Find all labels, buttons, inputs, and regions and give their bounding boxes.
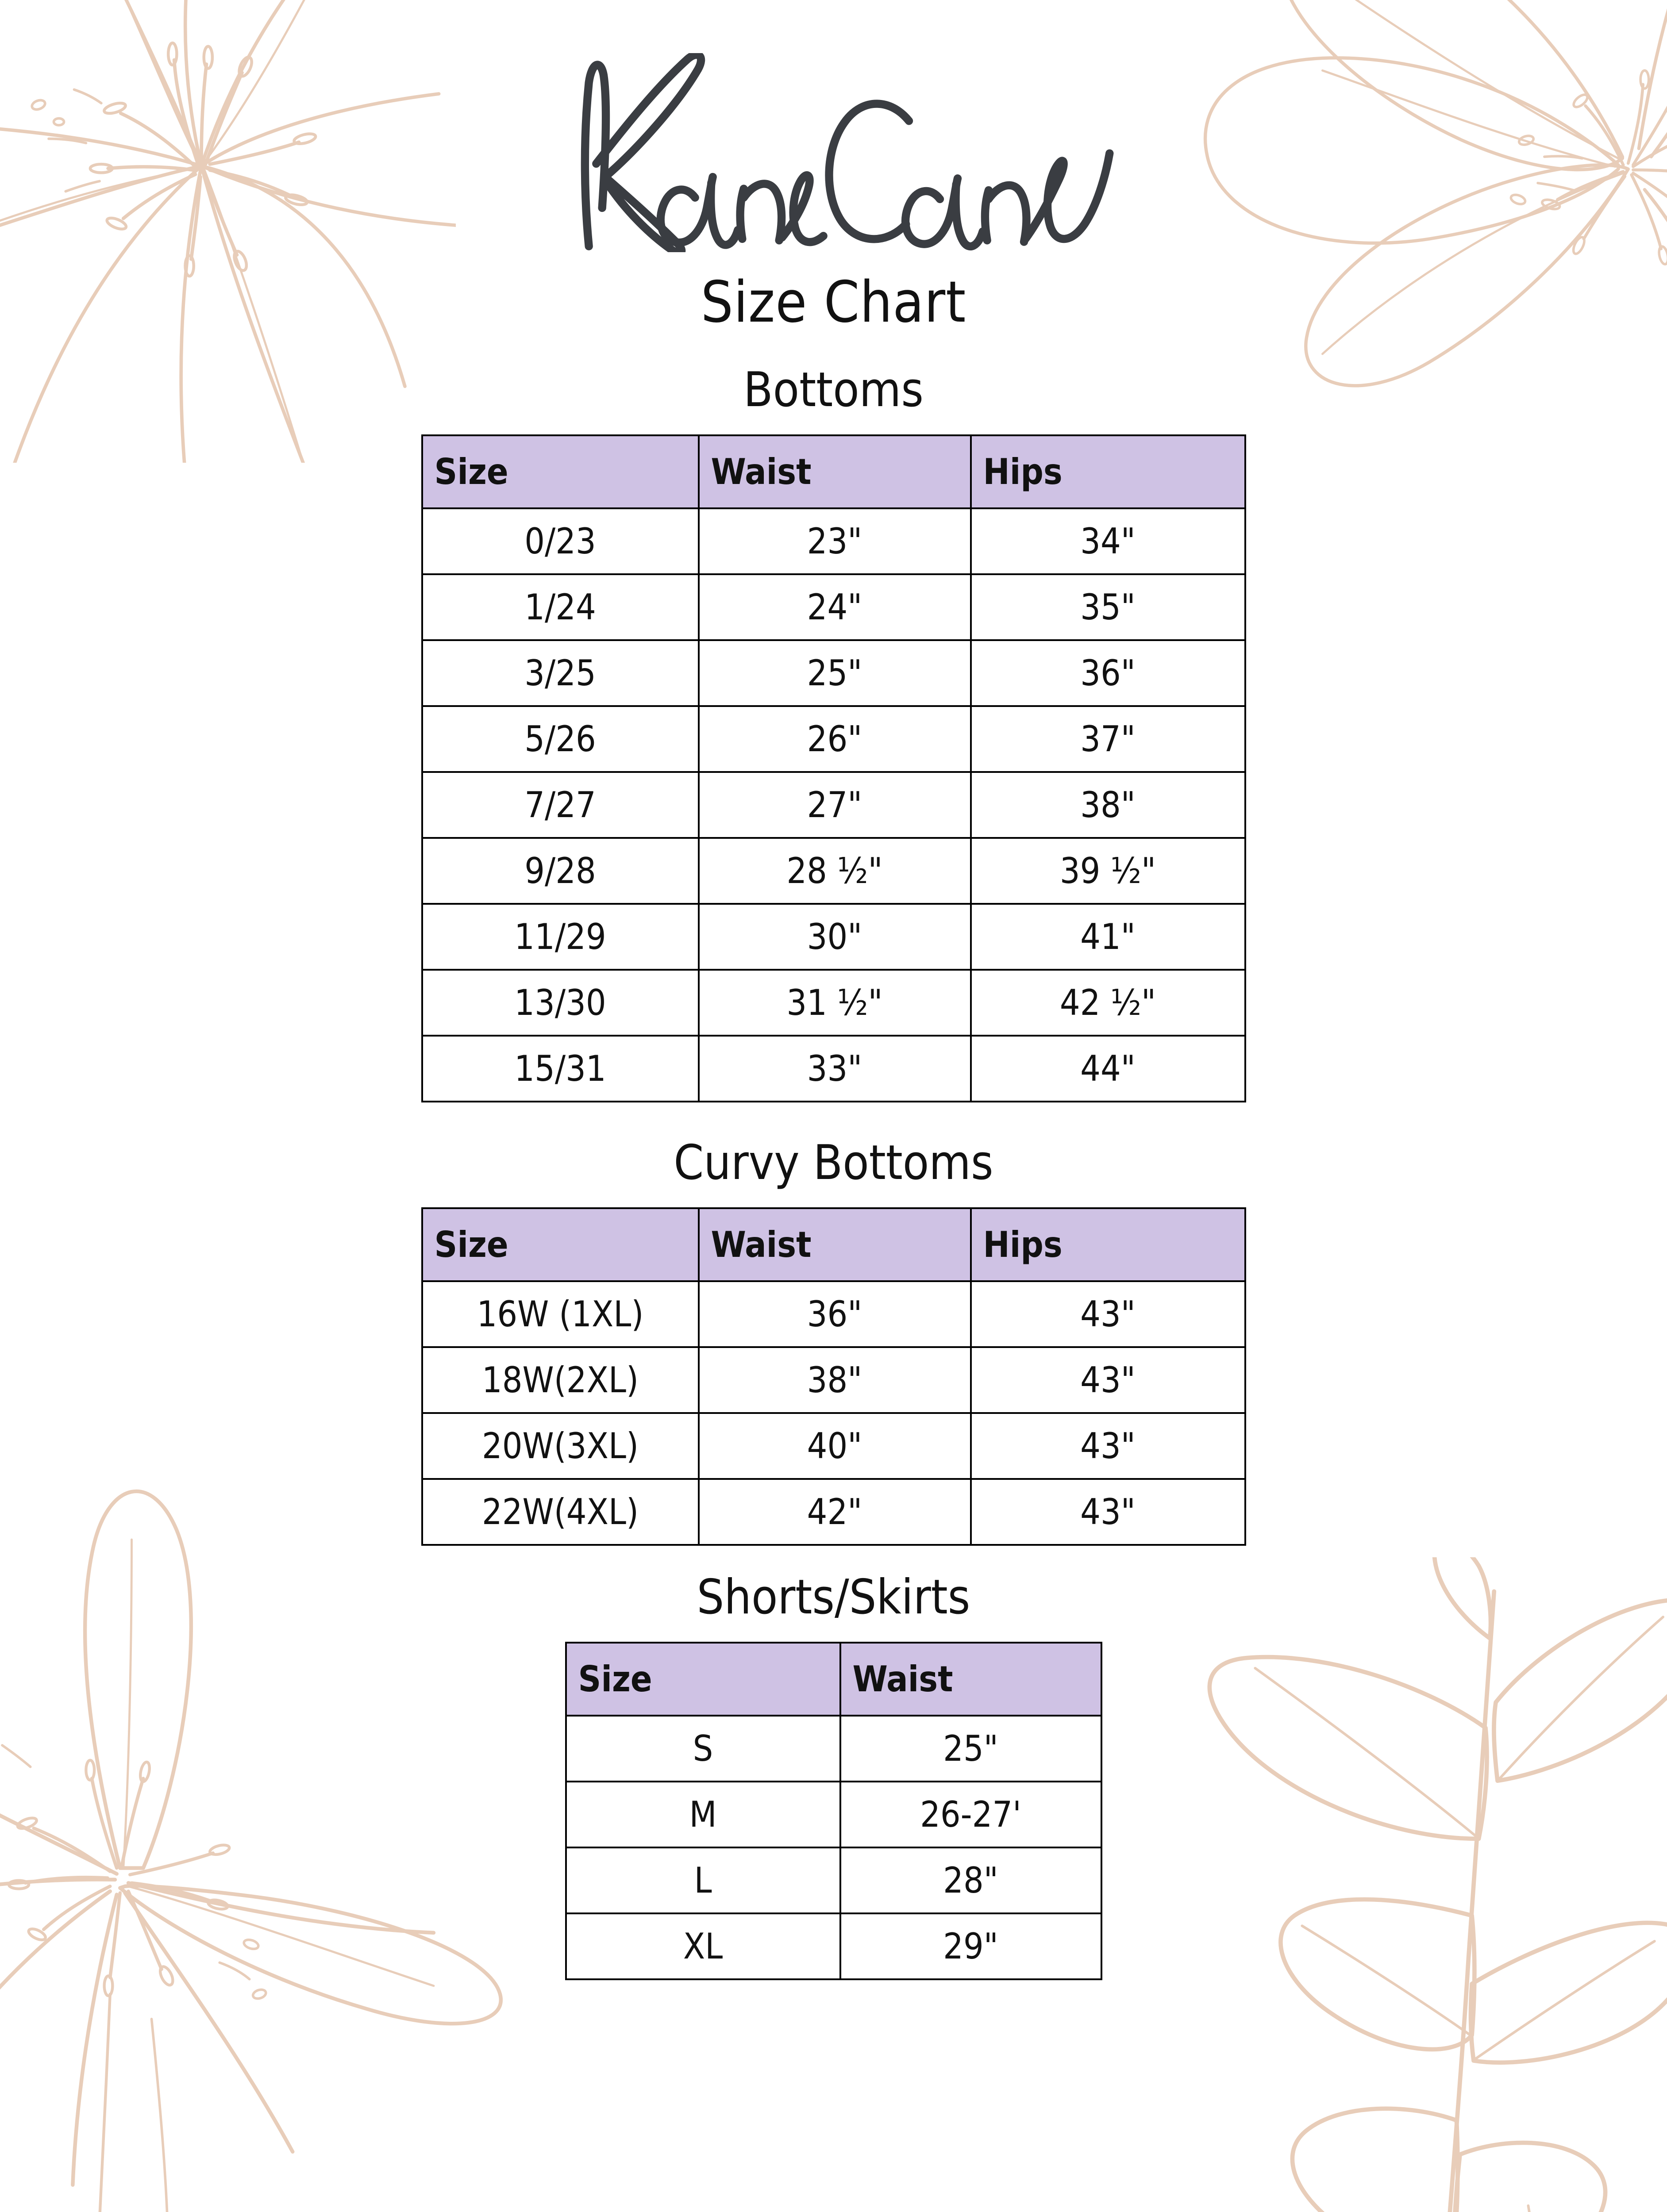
cell-waist: 25" bbox=[839, 1714, 1102, 1782]
table-row: 11/29 30" 41" bbox=[421, 903, 1246, 971]
table-row: 9/28 28 ½" 39 ½" bbox=[421, 837, 1246, 905]
cell-size: 18W(2XL) bbox=[421, 1346, 700, 1414]
cell-size: L bbox=[565, 1846, 841, 1914]
table-row: 7/27 27" 38" bbox=[421, 771, 1246, 839]
column-header-hips: Hips bbox=[970, 434, 1246, 510]
table-row: L 28" bbox=[565, 1846, 1102, 1914]
cell-hips: 43" bbox=[970, 1280, 1246, 1348]
cell-size: M bbox=[565, 1780, 841, 1848]
cell-size: 0/23 bbox=[421, 507, 700, 576]
cell-size: 15/31 bbox=[421, 1035, 700, 1103]
cell-size: XL bbox=[565, 1912, 841, 1980]
cell-size: 20W(3XL) bbox=[421, 1412, 700, 1480]
cell-hips: 39 ½" bbox=[970, 837, 1246, 905]
column-header-size: Size bbox=[565, 1641, 841, 1717]
cell-hips: 41" bbox=[970, 903, 1246, 971]
section-curvy-bottoms: Curvy Bottoms Size Waist Hips 16W (1XL) … bbox=[0, 1137, 1667, 1546]
cell-waist: 40" bbox=[697, 1412, 972, 1480]
table-row: 15/31 33" 44" bbox=[421, 1035, 1246, 1103]
section-title-shorts-skirts: Shorts/Skirts bbox=[697, 1569, 970, 1625]
cell-hips: 38" bbox=[970, 771, 1246, 839]
cell-waist: 27" bbox=[697, 771, 972, 839]
cell-waist: 42" bbox=[697, 1478, 972, 1546]
section-title-bottoms: Bottoms bbox=[743, 362, 924, 418]
cell-waist: 24" bbox=[697, 573, 972, 641]
table-row: 13/30 31 ½" 42 ½" bbox=[421, 969, 1246, 1037]
column-header-waist: Waist bbox=[697, 434, 972, 510]
cell-waist: 23" bbox=[697, 507, 972, 576]
cell-hips: 43" bbox=[970, 1412, 1246, 1480]
cell-hips: 36" bbox=[970, 639, 1246, 707]
cell-waist: 29" bbox=[839, 1912, 1102, 1980]
cell-hips: 42 ½" bbox=[970, 969, 1246, 1037]
cell-waist: 26" bbox=[697, 705, 972, 773]
table-row: S 25" bbox=[565, 1714, 1102, 1782]
bottoms-size-table: Size Waist Hips 0/23 23" 34" 1/24 24" 35… bbox=[421, 434, 1246, 1103]
cell-hips: 34" bbox=[970, 507, 1246, 576]
cell-hips: 43" bbox=[970, 1346, 1246, 1414]
cell-size: 1/24 bbox=[421, 573, 700, 641]
table-row: 16W (1XL) 36" 43" bbox=[421, 1280, 1246, 1348]
cell-waist: 33" bbox=[697, 1035, 972, 1103]
column-header-hips: Hips bbox=[970, 1207, 1246, 1282]
kancan-logo bbox=[502, 53, 1166, 252]
table-row: 18W(2XL) 38" 43" bbox=[421, 1346, 1246, 1414]
column-header-waist: Waist bbox=[839, 1641, 1102, 1717]
table-row: M 26-27' bbox=[565, 1780, 1102, 1848]
cell-size: 16W (1XL) bbox=[421, 1280, 700, 1348]
cell-size: 5/26 bbox=[421, 705, 700, 773]
table-row: 20W(3XL) 40" 43" bbox=[421, 1412, 1246, 1480]
cell-waist: 36" bbox=[697, 1280, 972, 1348]
column-header-waist: Waist bbox=[697, 1207, 972, 1282]
table-header-row: Size Waist Hips bbox=[421, 1207, 1246, 1282]
table-header-row: Size Waist Hips bbox=[421, 434, 1246, 510]
cell-waist: 26-27' bbox=[839, 1780, 1102, 1848]
table-row: 22W(4XL) 42" 43" bbox=[421, 1478, 1246, 1546]
cell-waist: 38" bbox=[697, 1346, 972, 1414]
cell-hips: 43" bbox=[970, 1478, 1246, 1546]
cell-size: S bbox=[565, 1714, 841, 1782]
table-row: XL 29" bbox=[565, 1912, 1102, 1980]
cell-hips: 44" bbox=[970, 1035, 1246, 1103]
cell-waist: 28" bbox=[839, 1846, 1102, 1914]
shorts-skirts-size-table: Size Waist S 25" M 26-27' L 28" XL bbox=[565, 1641, 1102, 1980]
section-bottoms: Bottoms Size Waist Hips 0/23 23" 34" 1/2… bbox=[0, 362, 1667, 1103]
cell-waist: 31 ½" bbox=[697, 969, 972, 1037]
brand-header: Size Chart bbox=[0, 0, 1667, 332]
section-title-curvy-bottoms: Curvy Bottoms bbox=[674, 1135, 993, 1191]
column-header-size: Size bbox=[421, 434, 700, 510]
table-row: 5/26 26" 37" bbox=[421, 705, 1246, 773]
cell-size: 13/30 bbox=[421, 969, 700, 1037]
column-header-size: Size bbox=[421, 1207, 700, 1282]
cell-hips: 35" bbox=[970, 573, 1246, 641]
cell-waist: 25" bbox=[697, 639, 972, 707]
cell-size: 3/25 bbox=[421, 639, 700, 707]
page-subtitle: Size Chart bbox=[701, 269, 966, 335]
table-row: 0/23 23" 34" bbox=[421, 507, 1246, 576]
cell-hips: 37" bbox=[970, 705, 1246, 773]
table-row: 1/24 24" 35" bbox=[421, 573, 1246, 641]
cell-size: 22W(4XL) bbox=[421, 1478, 700, 1546]
cell-size: 11/29 bbox=[421, 903, 700, 971]
cell-waist: 30" bbox=[697, 903, 972, 971]
cell-size: 7/27 bbox=[421, 771, 700, 839]
cell-waist: 28 ½" bbox=[697, 837, 972, 905]
cell-size: 9/28 bbox=[421, 837, 700, 905]
table-header-row: Size Waist bbox=[565, 1641, 1102, 1717]
curvy-bottoms-size-table: Size Waist Hips 16W (1XL) 36" 43" 18W(2X… bbox=[421, 1207, 1246, 1546]
table-row: 3/25 25" 36" bbox=[421, 639, 1246, 707]
section-shorts-skirts: Shorts/Skirts Size Waist S 25" M 26-27' bbox=[0, 1571, 1667, 1980]
